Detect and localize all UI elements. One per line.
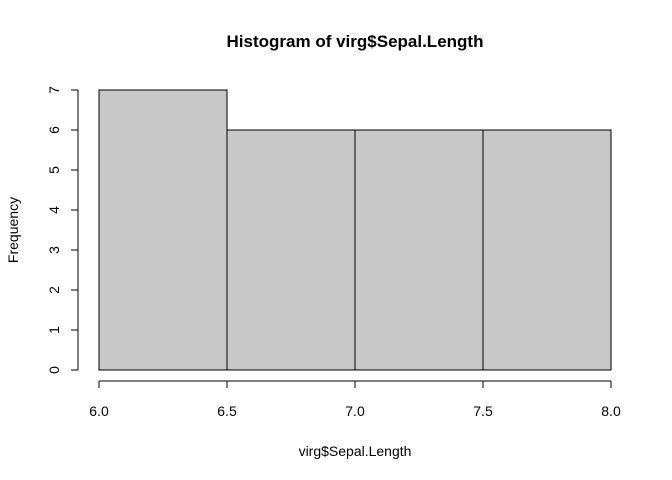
y-tick-label-8: 7 bbox=[46, 86, 62, 94]
x-tick-label-2: 6.5 bbox=[217, 403, 237, 419]
y-tick-label-1: 0 bbox=[46, 366, 62, 374]
bars-group bbox=[98, 89, 612, 371]
histogram-bar-2 bbox=[226, 129, 356, 371]
x-tick-label-1: 6.0 bbox=[89, 403, 109, 419]
x-tick-label-4: 7.5 bbox=[473, 403, 493, 419]
y-tick-label-2: 1 bbox=[46, 326, 62, 334]
histogram-bar-4 bbox=[482, 129, 612, 371]
y-tick-label-4: 3 bbox=[46, 246, 62, 254]
chart-title: Histogram of virg$Sepal.Length bbox=[227, 32, 484, 51]
histogram-bar-1 bbox=[98, 89, 228, 371]
y-tick-label-3: 2 bbox=[46, 286, 62, 294]
x-axis-label: virg$Sepal.Length bbox=[299, 443, 412, 459]
x-tick-label-3: 7.0 bbox=[345, 403, 365, 419]
y-axis: 0 1 2 3 4 5 6 7 bbox=[46, 86, 79, 374]
histogram-bar-3 bbox=[354, 129, 484, 371]
y-tick-label-5: 4 bbox=[46, 206, 62, 214]
y-axis-label: Frequency bbox=[5, 197, 21, 263]
y-tick-label-7: 6 bbox=[46, 126, 62, 134]
x-tick-label-5: 8.0 bbox=[601, 403, 621, 419]
x-axis: 6.0 6.5 7.0 7.5 8.0 bbox=[89, 380, 621, 419]
y-tick-label-6: 5 bbox=[46, 166, 62, 174]
